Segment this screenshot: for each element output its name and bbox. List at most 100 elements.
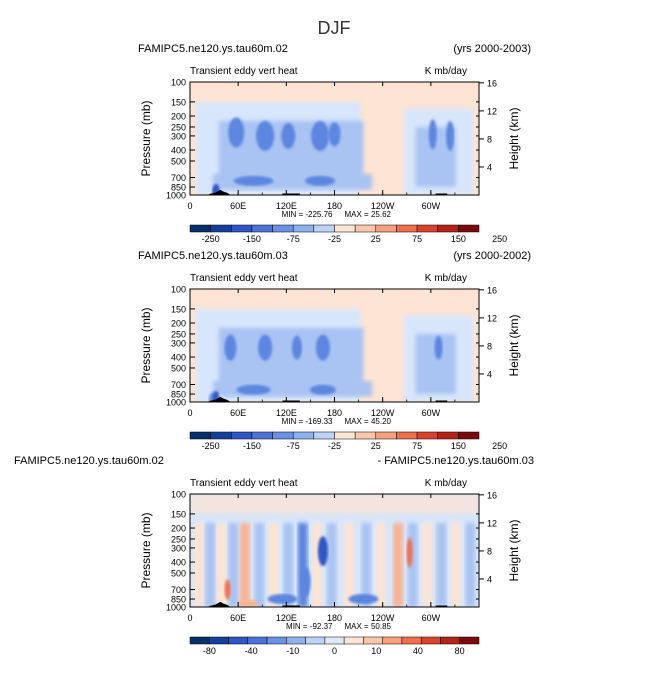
y-tick-label: 850 — [171, 183, 186, 193]
y-tick-label: 1000 — [166, 191, 186, 201]
x-tick-label: 0 — [187, 613, 192, 623]
y-tick-label: 200 — [171, 112, 186, 122]
y-tick-label: 300 — [171, 543, 186, 553]
y-tick-label: 100 — [171, 285, 186, 295]
units-label: K mb/day — [425, 66, 467, 77]
topography — [282, 605, 300, 607]
colorbar-label: -150 — [243, 441, 261, 451]
colorbar-swatch — [458, 431, 480, 440]
panel-left-title: FAMIPC5.ne120.ys.tau60m.02 — [14, 455, 164, 467]
y-axis-label: Pressure (mb) — [139, 307, 153, 383]
colorbar-label: 0 — [332, 646, 337, 656]
variable-label: Transient eddy vert heat — [190, 273, 298, 284]
y-tick-label: 300 — [171, 131, 186, 141]
colorbar-swatch — [382, 636, 403, 645]
x-tick-label: 60E — [230, 613, 246, 623]
colorbar-swatch — [272, 224, 294, 233]
x-tick-label: 120W — [371, 201, 395, 211]
field-spot — [267, 594, 298, 605]
y-tick-label: 400 — [171, 353, 186, 363]
y-tick-label: 300 — [171, 338, 186, 348]
field-top-band — [190, 494, 479, 514]
field-spot — [406, 537, 413, 568]
field-spot — [300, 566, 311, 597]
field-core — [291, 335, 302, 360]
y-tick-label: 700 — [171, 173, 186, 183]
field-strip — [193, 522, 204, 607]
y-tick-label: 500 — [171, 156, 186, 166]
field-core — [328, 122, 341, 147]
colorbar-swatch — [458, 224, 480, 233]
x-tick-label: 60W — [422, 613, 441, 623]
field-spot — [237, 599, 258, 607]
colorbar-swatch — [251, 224, 273, 233]
figure-title: DJF — [318, 18, 351, 38]
colorbar-swatch — [228, 636, 249, 645]
colorbar-swatch — [286, 636, 306, 645]
colorbar-swatch — [401, 636, 422, 645]
y-tick-label: 100 — [171, 490, 186, 500]
field-strip — [375, 522, 386, 607]
max-label: MAX = 45.20 — [345, 417, 392, 426]
colorbar-label: 25 — [371, 234, 381, 244]
colorbar-label: -250 — [202, 441, 220, 451]
colorbar-label: -10 — [286, 646, 299, 656]
y-tick-label: 400 — [171, 558, 186, 568]
y2-axis-label: Height (km) — [507, 314, 521, 376]
contour-field — [190, 494, 479, 607]
field-strip — [343, 522, 354, 607]
field-strip — [421, 522, 432, 607]
y-tick-label: 150 — [171, 304, 186, 314]
y-tick-label: 200 — [171, 524, 186, 534]
colorbar-label: 250 — [492, 234, 507, 244]
topography — [282, 400, 300, 402]
y-tick-label: 400 — [171, 146, 186, 156]
y-axis-label: Pressure (mb) — [139, 100, 153, 176]
height-tick-label: 16 — [487, 78, 497, 88]
x-tick-label: 0 — [187, 201, 192, 211]
y-tick-label: 700 — [171, 380, 186, 390]
height-tick-label: 8 — [487, 134, 492, 144]
colorbar-label: 150 — [451, 441, 466, 451]
height-tick-label: 4 — [487, 162, 492, 172]
panel-right-title: - FAMIPC5.ne120.ys.tau60m.03 — [377, 455, 534, 467]
colorbar-label: -150 — [243, 234, 261, 244]
y-tick-label: 100 — [171, 78, 186, 88]
colorbar-label: 80 — [455, 646, 465, 656]
colorbar-label: -75 — [287, 234, 300, 244]
y2-axis-label: Height (km) — [507, 107, 521, 169]
colorbar-label: -250 — [202, 234, 220, 244]
field-strip — [239, 522, 250, 607]
units-label: K mb/day — [425, 478, 467, 489]
field-strip — [465, 522, 476, 607]
colorbar-swatch — [343, 636, 364, 645]
field-core — [305, 175, 336, 186]
field-spot — [348, 594, 379, 605]
colorbar-label: -25 — [328, 234, 341, 244]
field-core — [446, 120, 455, 151]
colorbar-label: 250 — [492, 441, 507, 451]
field-core — [434, 335, 443, 360]
x-tick-label: 120E — [276, 408, 297, 418]
x-tick-label: 60E — [230, 201, 246, 211]
panel-right-title: (yrs 2000-2002) — [453, 250, 531, 262]
y-tick-label: 850 — [171, 390, 186, 400]
y-tick-label: 850 — [171, 595, 186, 605]
height-tick-label: 4 — [487, 574, 492, 584]
x-tick-label: 120W — [371, 613, 395, 623]
field-core — [311, 120, 330, 151]
contour-field — [190, 289, 479, 402]
y-tick-label: 250 — [171, 122, 186, 132]
x-tick-label: 180 — [327, 613, 342, 623]
y-tick-label: 1000 — [166, 398, 186, 408]
colorbar-swatch — [210, 431, 232, 440]
colorbar-swatch — [396, 431, 418, 440]
colorbar-swatch — [334, 224, 356, 233]
colorbar-swatch — [440, 636, 460, 645]
y-tick-label: 150 — [171, 97, 186, 107]
x-tick-label: 60E — [230, 408, 246, 418]
field-strip — [407, 522, 418, 607]
min-label: MIN = -225.76 — [282, 210, 333, 219]
panel-right-title: (yrs 2000-2003) — [453, 43, 531, 55]
